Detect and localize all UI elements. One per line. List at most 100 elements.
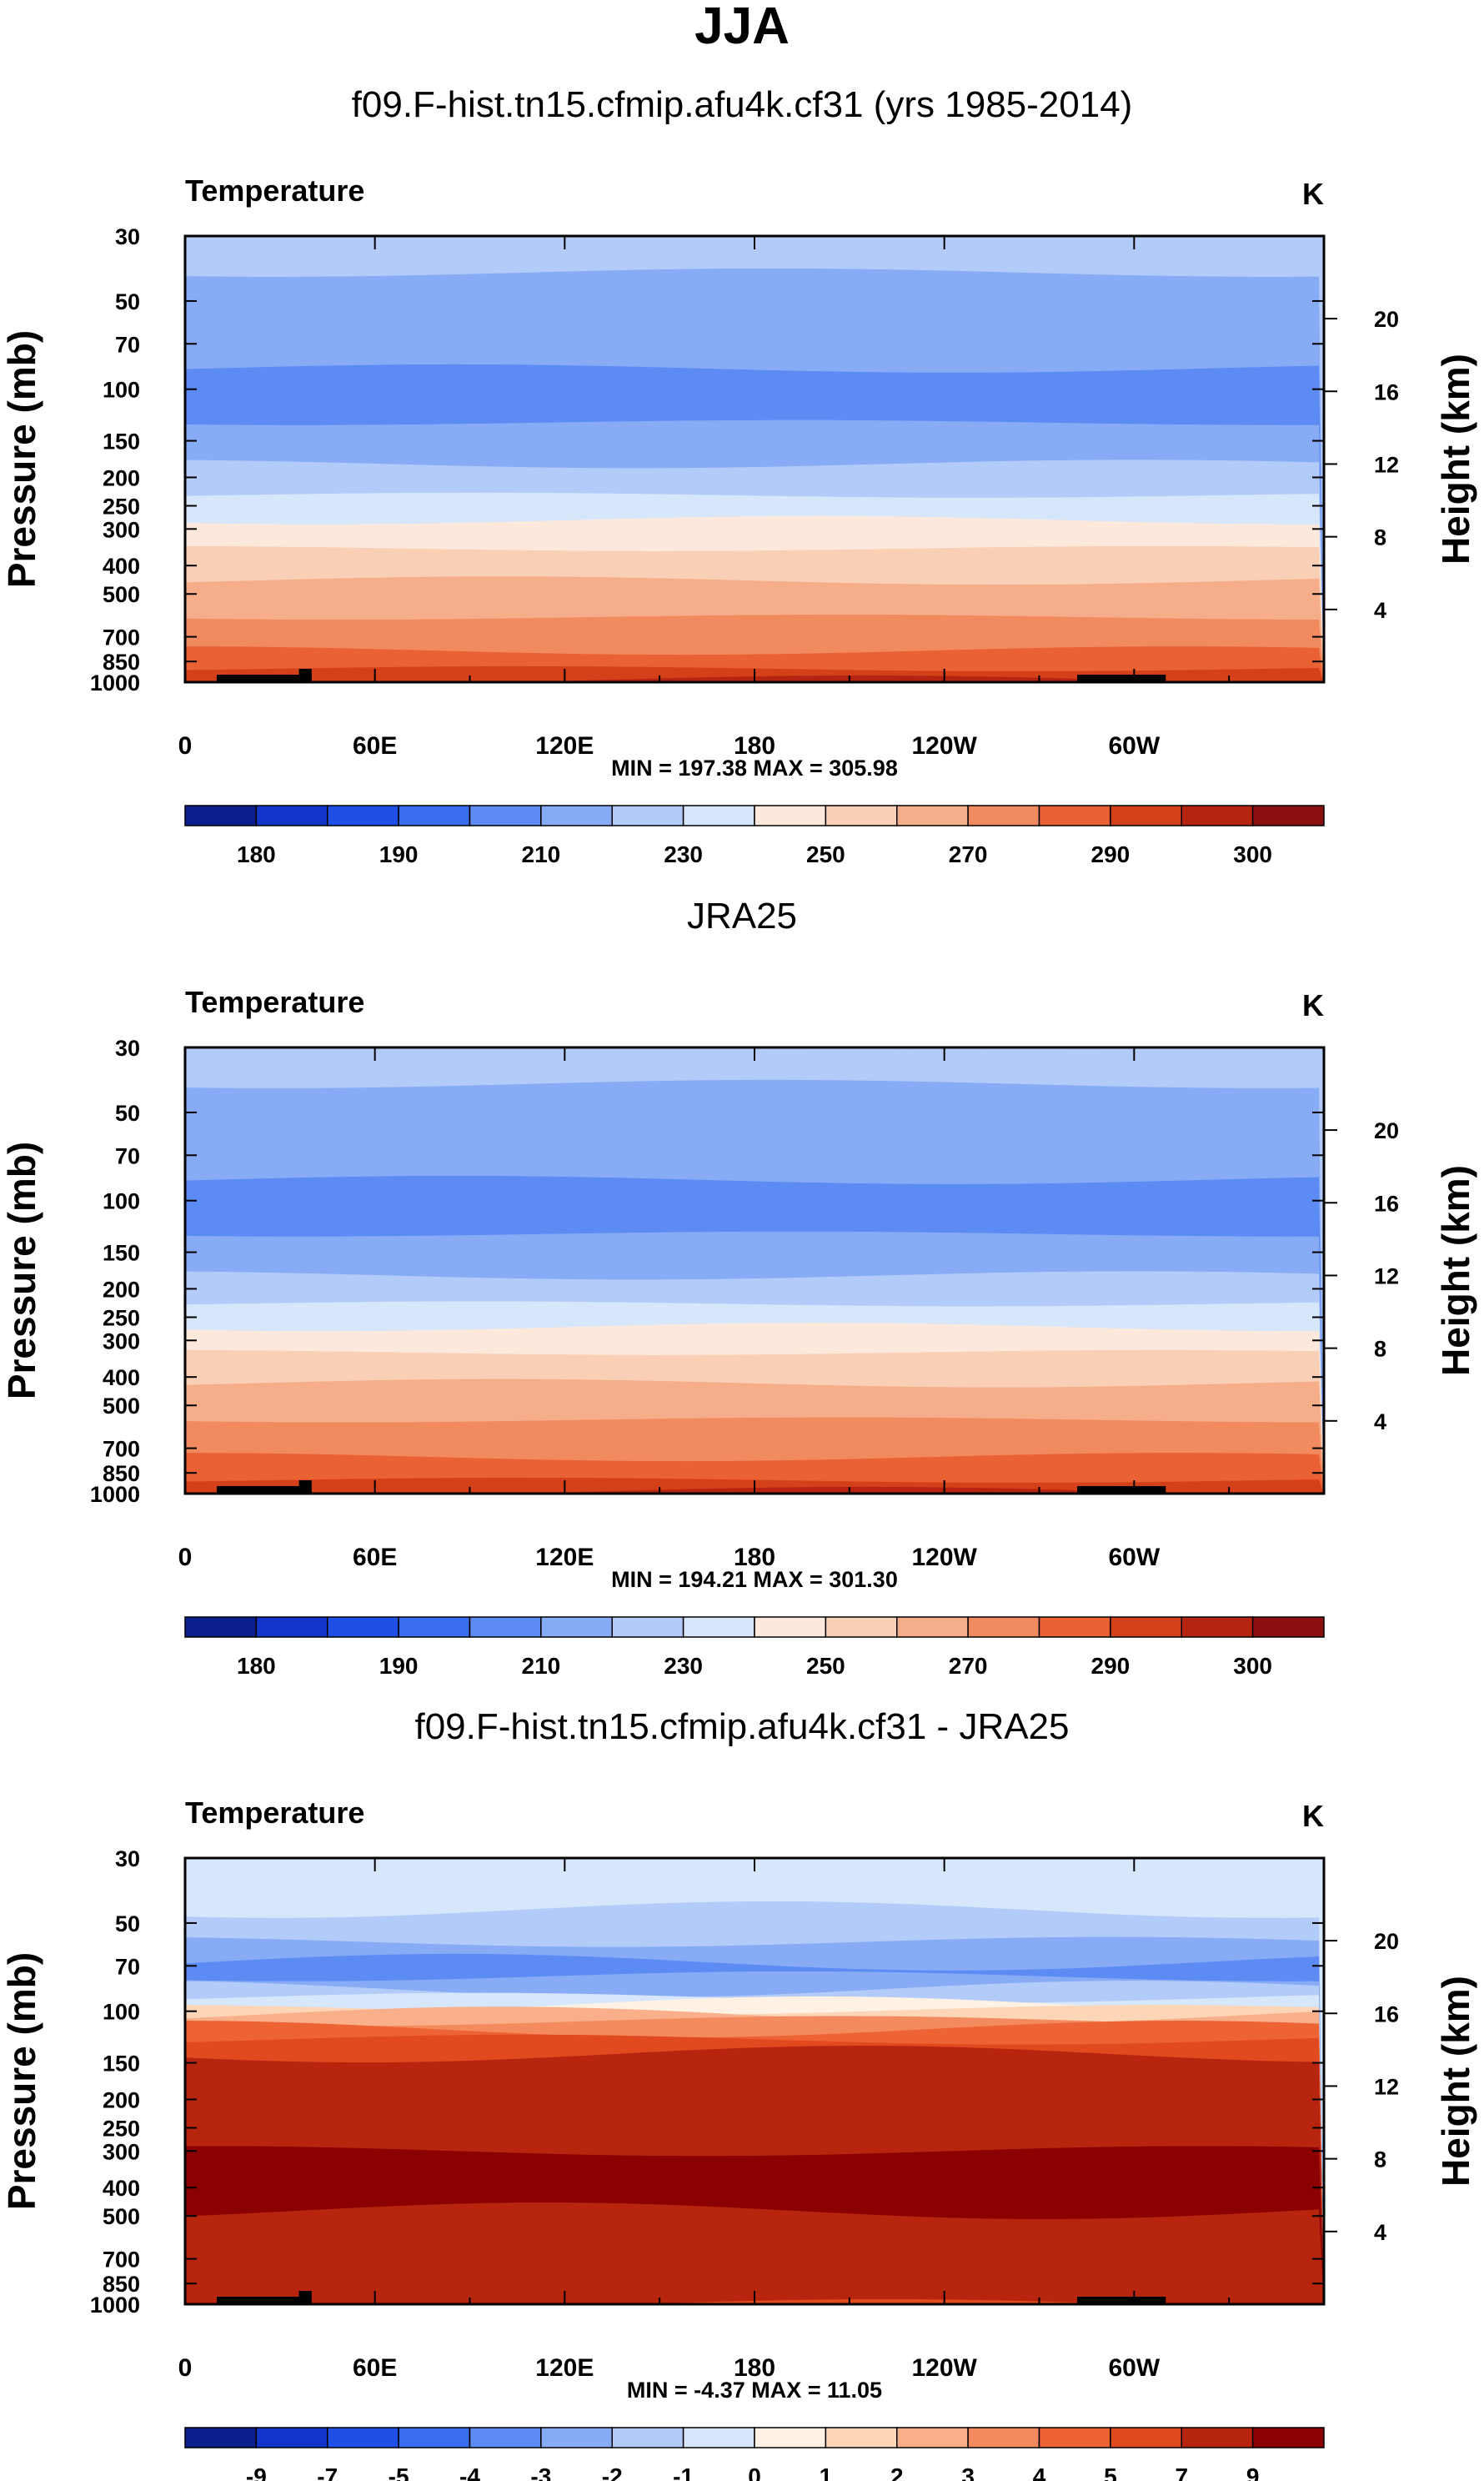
y-tick-label: 500	[103, 2204, 140, 2229]
colorbar-label: -7	[317, 2463, 338, 2481]
y-tick-label: 400	[103, 2176, 140, 2201]
panel-title: f09.F-hist.tn15.cfmip.afu4k.cf31 - JRA25	[414, 1706, 1069, 1747]
y-tick-label: 700	[103, 625, 140, 650]
colorbar-box	[896, 1616, 969, 1638]
x-tick-label: 60W	[1108, 1544, 1160, 1571]
colorbar-box	[611, 2427, 684, 2448]
colorbar-box	[682, 2427, 755, 2448]
colorbar-box	[1251, 1616, 1325, 1638]
variable-label: Temperature	[185, 1795, 364, 1830]
y2-tick-label: 20	[1374, 1929, 1399, 1954]
colorbar-box	[1251, 2427, 1325, 2448]
y-tick-label: 70	[115, 1954, 140, 1979]
y2-axis-title: Height (km)	[1434, 1976, 1477, 2187]
y-tick-label: 70	[115, 332, 140, 357]
y-tick-label: 1000	[90, 670, 140, 696]
colorbar-box	[469, 1616, 542, 1638]
colorbar-label: -9	[246, 2463, 267, 2481]
colorbar-label: 2	[890, 2463, 904, 2481]
y2-tick-label: 8	[1374, 2147, 1386, 2172]
y2-tick-label: 12	[1374, 1263, 1399, 1288]
y-tick-label: 50	[115, 1911, 140, 1936]
colorbar-label: 270	[949, 1653, 988, 1679]
colorbar-box	[255, 1616, 328, 1638]
x-tick-label: 120E	[535, 732, 594, 760]
chart-panels: f09.F-hist.tn15.cfmip.afu4k.cf31 (yrs 19…	[0, 84, 1477, 2481]
min-max-label: MIN = 194.21 MAX = 301.30	[611, 1567, 898, 1592]
x-tick-label: 60W	[1108, 2354, 1160, 2382]
y-tick-label: 50	[115, 1101, 140, 1126]
colorbar-label: 1	[820, 2463, 833, 2481]
x-tick-label: 120E	[535, 1544, 594, 1571]
y-tick-label: 300	[103, 517, 140, 542]
panel-title: f09.F-hist.tn15.cfmip.afu4k.cf31 (yrs 19…	[352, 84, 1133, 125]
y2-tick-label: 20	[1374, 1118, 1399, 1143]
min-max-label: MIN = -4.37 MAX = 11.05	[627, 2378, 882, 2403]
x-tick-label: 60E	[353, 1544, 397, 1571]
colorbar-box	[469, 2427, 542, 2448]
y2-tick-label: 20	[1374, 307, 1399, 332]
colorbar-label: -2	[602, 2463, 623, 2481]
colorbar-box	[825, 2427, 898, 2448]
colorbar-box	[611, 805, 684, 826]
y-tick-label: 70	[115, 1143, 140, 1168]
contour-band	[185, 1486, 1217, 1494]
colorbar-label: 210	[522, 841, 561, 867]
x-tick-label: 120E	[535, 2354, 594, 2382]
y-tick-label: 1000	[90, 1482, 140, 1507]
y-tick-label: 30	[115, 1036, 140, 1061]
y-axis-title: Pressure (mb)	[0, 330, 43, 588]
colorbar-label: 190	[379, 1653, 419, 1679]
colorbar-box	[327, 1616, 399, 1638]
variable-label: Temperature	[185, 173, 364, 208]
colorbar-box	[1251, 805, 1325, 826]
y2-tick-label: 12	[1374, 452, 1399, 477]
colorbar-box	[967, 1616, 1040, 1638]
y-tick-label: 250	[103, 1305, 140, 1330]
topography-block	[298, 669, 312, 682]
x-tick-label: 60E	[353, 732, 397, 760]
x-tick-label: 120W	[911, 732, 977, 760]
colorbar-box	[1181, 2427, 1254, 2448]
colorbar-label: 210	[522, 1653, 561, 1679]
colorbar-box	[611, 1616, 684, 1638]
colorbar-box	[327, 805, 399, 826]
colorbar-box	[184, 805, 258, 826]
colorbar-box	[255, 805, 328, 826]
x-tick-label: 0	[178, 732, 193, 760]
colorbar-box	[754, 2427, 827, 2448]
units-label: K	[1302, 1799, 1324, 1833]
y-tick-label: 500	[103, 582, 140, 607]
colorbar-box	[754, 1616, 827, 1638]
y2-tick-label: 4	[1374, 598, 1386, 623]
contour-field	[185, 236, 1324, 682]
colorbar-box	[540, 2427, 613, 2448]
topography-block	[216, 2297, 312, 2304]
topography-block	[1077, 1486, 1166, 1494]
y-tick-label: 300	[103, 1328, 140, 1354]
y-tick-label: 30	[115, 1846, 140, 1871]
colorbar-box	[682, 1616, 755, 1638]
units-label: K	[1302, 988, 1324, 1022]
y-tick-label: 250	[103, 494, 140, 519]
contour-band	[185, 2202, 1324, 2304]
colorbar-box	[967, 2427, 1040, 2448]
colorbar-label: 190	[379, 841, 419, 867]
y-tick-label: 200	[103, 1277, 140, 1302]
colorbar-box	[398, 805, 471, 826]
y2-axis-title: Height (km)	[1434, 354, 1477, 565]
x-tick-label: 180	[734, 2354, 775, 2382]
colorbar-box	[967, 805, 1040, 826]
topography-block	[298, 1480, 312, 1494]
colorbar-box	[398, 2427, 471, 2448]
y-tick-label: 400	[103, 554, 140, 579]
colorbar-box	[896, 805, 969, 826]
x-tick-label: 60E	[353, 2354, 397, 2382]
colorbar-label: 290	[1091, 841, 1131, 867]
colorbar-box	[825, 805, 898, 826]
colorbar-box	[1038, 1616, 1111, 1638]
colorbar-label: 230	[664, 841, 703, 867]
colorbar-box	[184, 2427, 258, 2448]
